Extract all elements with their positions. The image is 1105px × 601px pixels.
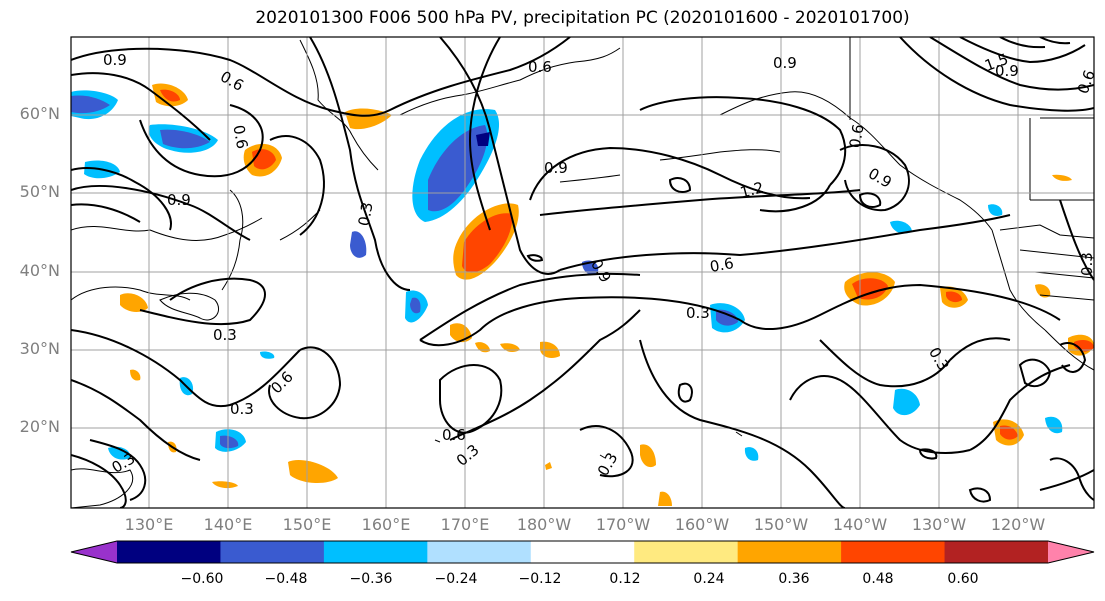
colorbar-cell [737, 541, 842, 563]
contour-label: 0.9 [995, 62, 1019, 80]
colorbar-tick: −0.48 [264, 571, 308, 587]
lon-label: 160°E [361, 515, 411, 534]
lon-label: 120°W [990, 515, 1046, 534]
lat-label-40n: 40°N [19, 261, 60, 280]
lon-label: 140°E [203, 515, 253, 534]
contour-label: 0.3 [1078, 252, 1096, 276]
colorbar-tick: 0.24 [693, 571, 725, 587]
colorbar-cell [841, 541, 946, 563]
lon-label: 170°W [595, 515, 651, 534]
contour-label: 0.3 [213, 326, 237, 344]
map-panel: 0.9 0.6 0.6 0.9 0.9 1.2 0.9 0.6 0.3 0.3 … [70, 36, 1099, 509]
lon-label: 130°W [911, 515, 967, 534]
contour-label: 1.2 [738, 178, 766, 202]
colorbar-tick: 0.60 [947, 571, 979, 587]
colorbar-tick: −0.24 [434, 571, 478, 587]
colorbar-cell [117, 541, 221, 563]
lon-label: 160°W [674, 515, 730, 534]
colorbar-tick: −0.36 [349, 571, 393, 587]
map-title: 2020101300 F006 500 hPa PV, precipitatio… [255, 8, 910, 28]
contour-label: 0.6 [1074, 68, 1099, 97]
lon-label: 150°E [282, 515, 332, 534]
pv-contours [71, 37, 1094, 508]
contour-label: 0.9 [167, 191, 191, 209]
lon-label: 130°E [124, 515, 174, 534]
lon-label: 150°W [753, 515, 809, 534]
colorbar-cell [323, 541, 428, 563]
lat-label-50n: 50°N [19, 182, 60, 201]
lat-label-20n: 20°N [19, 417, 60, 436]
contour-label: 0.6 [229, 124, 251, 151]
lon-label: 180°W [516, 515, 572, 534]
lat-label-60n: 60°N [19, 104, 60, 123]
contour-label: 0.6 [528, 58, 552, 76]
colorbar-cell [944, 541, 1049, 563]
colorbar [70, 540, 1095, 564]
colorbar-tick: −0.12 [518, 571, 562, 587]
contour-label: 0.3 [355, 201, 377, 228]
lon-label: 140°W [832, 515, 888, 534]
colorbar-extend-min [71, 541, 117, 563]
lat-label-30n: 30°N [19, 339, 60, 358]
contour-label: 0.6 [846, 123, 868, 150]
contour-label: 0.9 [103, 51, 127, 69]
colorbar-tick: 0.12 [609, 571, 641, 587]
contour-label: 0.3 [686, 304, 710, 322]
colorbar-cell [427, 541, 532, 563]
contour-label: 0.6 [708, 254, 735, 276]
contour-label: 0.6 [442, 426, 466, 444]
colorbar-cell [634, 541, 739, 563]
contour-label: 0.9 [773, 54, 797, 72]
map-frame [70, 36, 1095, 509]
colorbar-tick: 0.48 [862, 571, 894, 587]
colorbar-cell [220, 541, 325, 563]
lon-label: 170°E [440, 515, 490, 534]
colorbar-tick: 0.36 [778, 571, 810, 587]
colorbar-tick: −0.60 [180, 571, 224, 587]
contour-label: 0.9 [544, 159, 568, 177]
colorbar-extend-max [1048, 541, 1094, 563]
colorbar-cell [530, 541, 635, 563]
contour-label: 0.3 [230, 400, 254, 418]
